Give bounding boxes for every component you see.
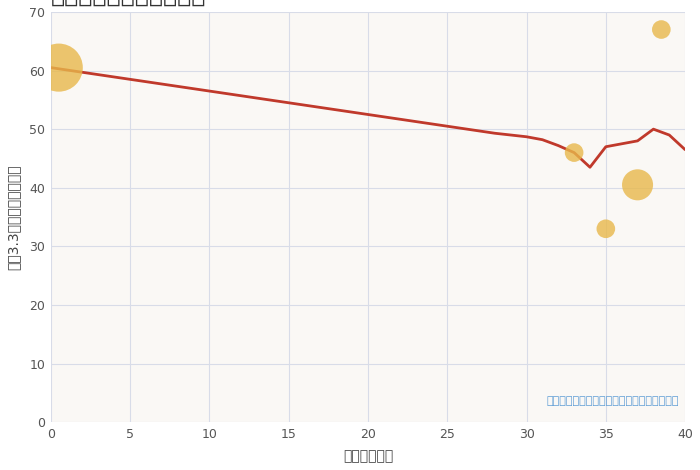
X-axis label: 築年数（年）: 築年数（年） <box>343 449 393 463</box>
Point <box>568 149 580 157</box>
Point <box>656 26 667 33</box>
Point <box>600 225 611 233</box>
Text: 福岡県京都郡苅田町殿川町の
築年数別中古戸建て価格: 福岡県京都郡苅田町殿川町の 築年数別中古戸建て価格 <box>51 0 234 7</box>
Y-axis label: 坪（3.3㎡）単価（万円）: 坪（3.3㎡）単価（万円） <box>7 164 21 270</box>
Text: 円の大きさは、取引のあった物件面積を示す: 円の大きさは、取引のあった物件面積を示す <box>546 396 679 406</box>
Point <box>632 181 643 188</box>
Point <box>53 64 64 71</box>
